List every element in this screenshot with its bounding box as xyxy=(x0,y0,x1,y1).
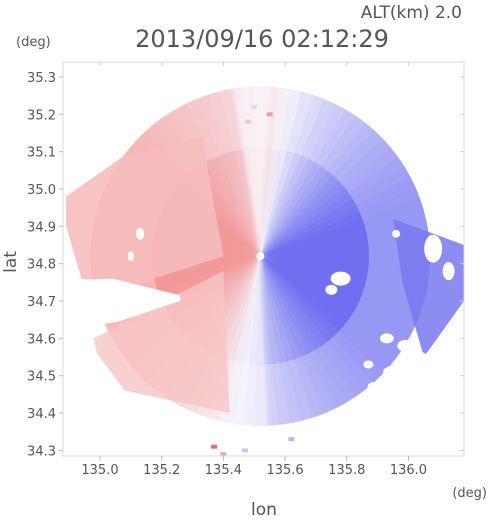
no-data-hole xyxy=(136,227,145,240)
y-tick-label: 34.3 xyxy=(27,444,56,459)
velocity-field xyxy=(63,86,464,456)
velocity-sector xyxy=(260,256,291,426)
velocity-sector xyxy=(260,256,376,393)
altitude-label: ALT(km) 2.0 xyxy=(361,3,462,23)
y-axis-label: lat xyxy=(1,251,21,273)
y-tick-label: 34.7 xyxy=(27,295,56,310)
velocity-sector xyxy=(260,197,426,257)
velocity-sector xyxy=(260,136,394,257)
isolated-echoes xyxy=(211,104,295,456)
velocity-sector xyxy=(260,220,431,257)
no-data-hole xyxy=(330,271,351,286)
y-tick-label: 34.5 xyxy=(27,370,56,385)
velocity-sector xyxy=(260,244,431,258)
y-tick-label: 34.8 xyxy=(27,258,56,273)
isolated-echo xyxy=(266,112,273,117)
velocity-sector xyxy=(260,256,336,417)
no-data-hole xyxy=(363,360,374,369)
x-axis-label: lon xyxy=(251,500,277,520)
velocity-sector xyxy=(260,97,338,257)
no-data-hole xyxy=(397,339,414,352)
no-data-holes xyxy=(127,227,455,392)
y-tick-label: 35.0 xyxy=(27,183,56,198)
no-data-hole xyxy=(325,284,338,295)
velocity-sector xyxy=(260,113,368,257)
velocity-sector xyxy=(260,256,325,420)
x-axis-ticks: 135.0 135.2 135.4 135.6 135.8 136.0 xyxy=(81,62,427,478)
velocity-sector xyxy=(230,86,261,257)
isolated-echo xyxy=(245,119,252,124)
isolated-echo xyxy=(288,437,295,442)
isolated-echo xyxy=(211,444,218,449)
no-data-hole xyxy=(424,234,443,263)
velocity-sector xyxy=(260,256,392,377)
velocity-sector xyxy=(260,256,367,400)
chart-title: 2013/09/16 02:12:29 xyxy=(135,25,389,53)
eastern-echo-extension xyxy=(393,218,464,358)
velocity-sector xyxy=(260,256,384,385)
x-tick-label: 136.0 xyxy=(390,463,427,478)
no-data-hole xyxy=(127,251,134,262)
x-tick-label: 135.4 xyxy=(205,463,242,478)
velocity-sector xyxy=(196,92,261,257)
no-data-hole xyxy=(383,365,404,378)
velocity-sector xyxy=(218,86,261,257)
y-tick-label: 35.3 xyxy=(27,71,56,86)
x-tick-label: 135.2 xyxy=(143,463,180,478)
velocity-sector xyxy=(260,256,422,328)
isolated-echo xyxy=(251,104,258,109)
x-tick-label: 135.0 xyxy=(81,463,118,478)
velocity-sector xyxy=(260,107,358,257)
velocity-sector xyxy=(260,256,347,412)
y-unit-label: (deg) xyxy=(16,35,51,50)
velocity-sector xyxy=(260,165,413,257)
velocity-sector xyxy=(260,145,401,257)
no-data-hole xyxy=(442,262,455,281)
velocity-sector xyxy=(260,256,302,426)
y-axis-ticks: 34.3 34.4 34.5 34.6 34.7 34.8 34.9 35.0 35.1 35.2… xyxy=(27,71,464,459)
y-tick-label: 35.2 xyxy=(27,108,56,123)
velocity-sector xyxy=(260,101,348,257)
isolated-echo xyxy=(220,452,227,456)
velocity-sector xyxy=(260,128,386,257)
plot-frame xyxy=(62,61,465,457)
x-unit-label: (deg) xyxy=(452,486,487,501)
velocity-sector xyxy=(260,232,431,257)
no-data-hole xyxy=(367,381,382,392)
velocity-sector xyxy=(260,175,418,257)
velocity-sector xyxy=(260,120,377,257)
x-tick-label: 135.6 xyxy=(266,463,303,478)
velocity-sector xyxy=(260,186,423,257)
velocity-sector xyxy=(260,155,407,257)
velocity-sector xyxy=(260,256,406,359)
velocity-sector xyxy=(260,256,357,406)
no-data-hole xyxy=(392,229,401,238)
isolated-echo xyxy=(241,448,248,453)
x-tick-label: 135.8 xyxy=(328,463,365,478)
velocity-sector xyxy=(185,96,261,257)
no-data-hole xyxy=(414,352,427,363)
velocity-sector xyxy=(260,256,400,368)
y-tick-label: 35.1 xyxy=(27,146,56,161)
velocity-sector xyxy=(260,208,429,257)
y-tick-label: 34.4 xyxy=(27,407,56,422)
velocity-sector xyxy=(207,89,261,257)
y-tick-label: 34.9 xyxy=(27,220,56,235)
velocity-sector xyxy=(260,256,314,424)
radar-site-marker xyxy=(256,252,265,261)
y-tick-label: 34.6 xyxy=(27,332,56,347)
no-data-hole xyxy=(379,333,394,344)
velocity-sector xyxy=(260,256,418,339)
western-echo-extension xyxy=(66,136,230,414)
velocity-sector xyxy=(260,256,412,349)
no-echo-gap xyxy=(63,278,181,331)
neutral-band xyxy=(232,86,271,257)
neutral-band xyxy=(230,256,269,426)
